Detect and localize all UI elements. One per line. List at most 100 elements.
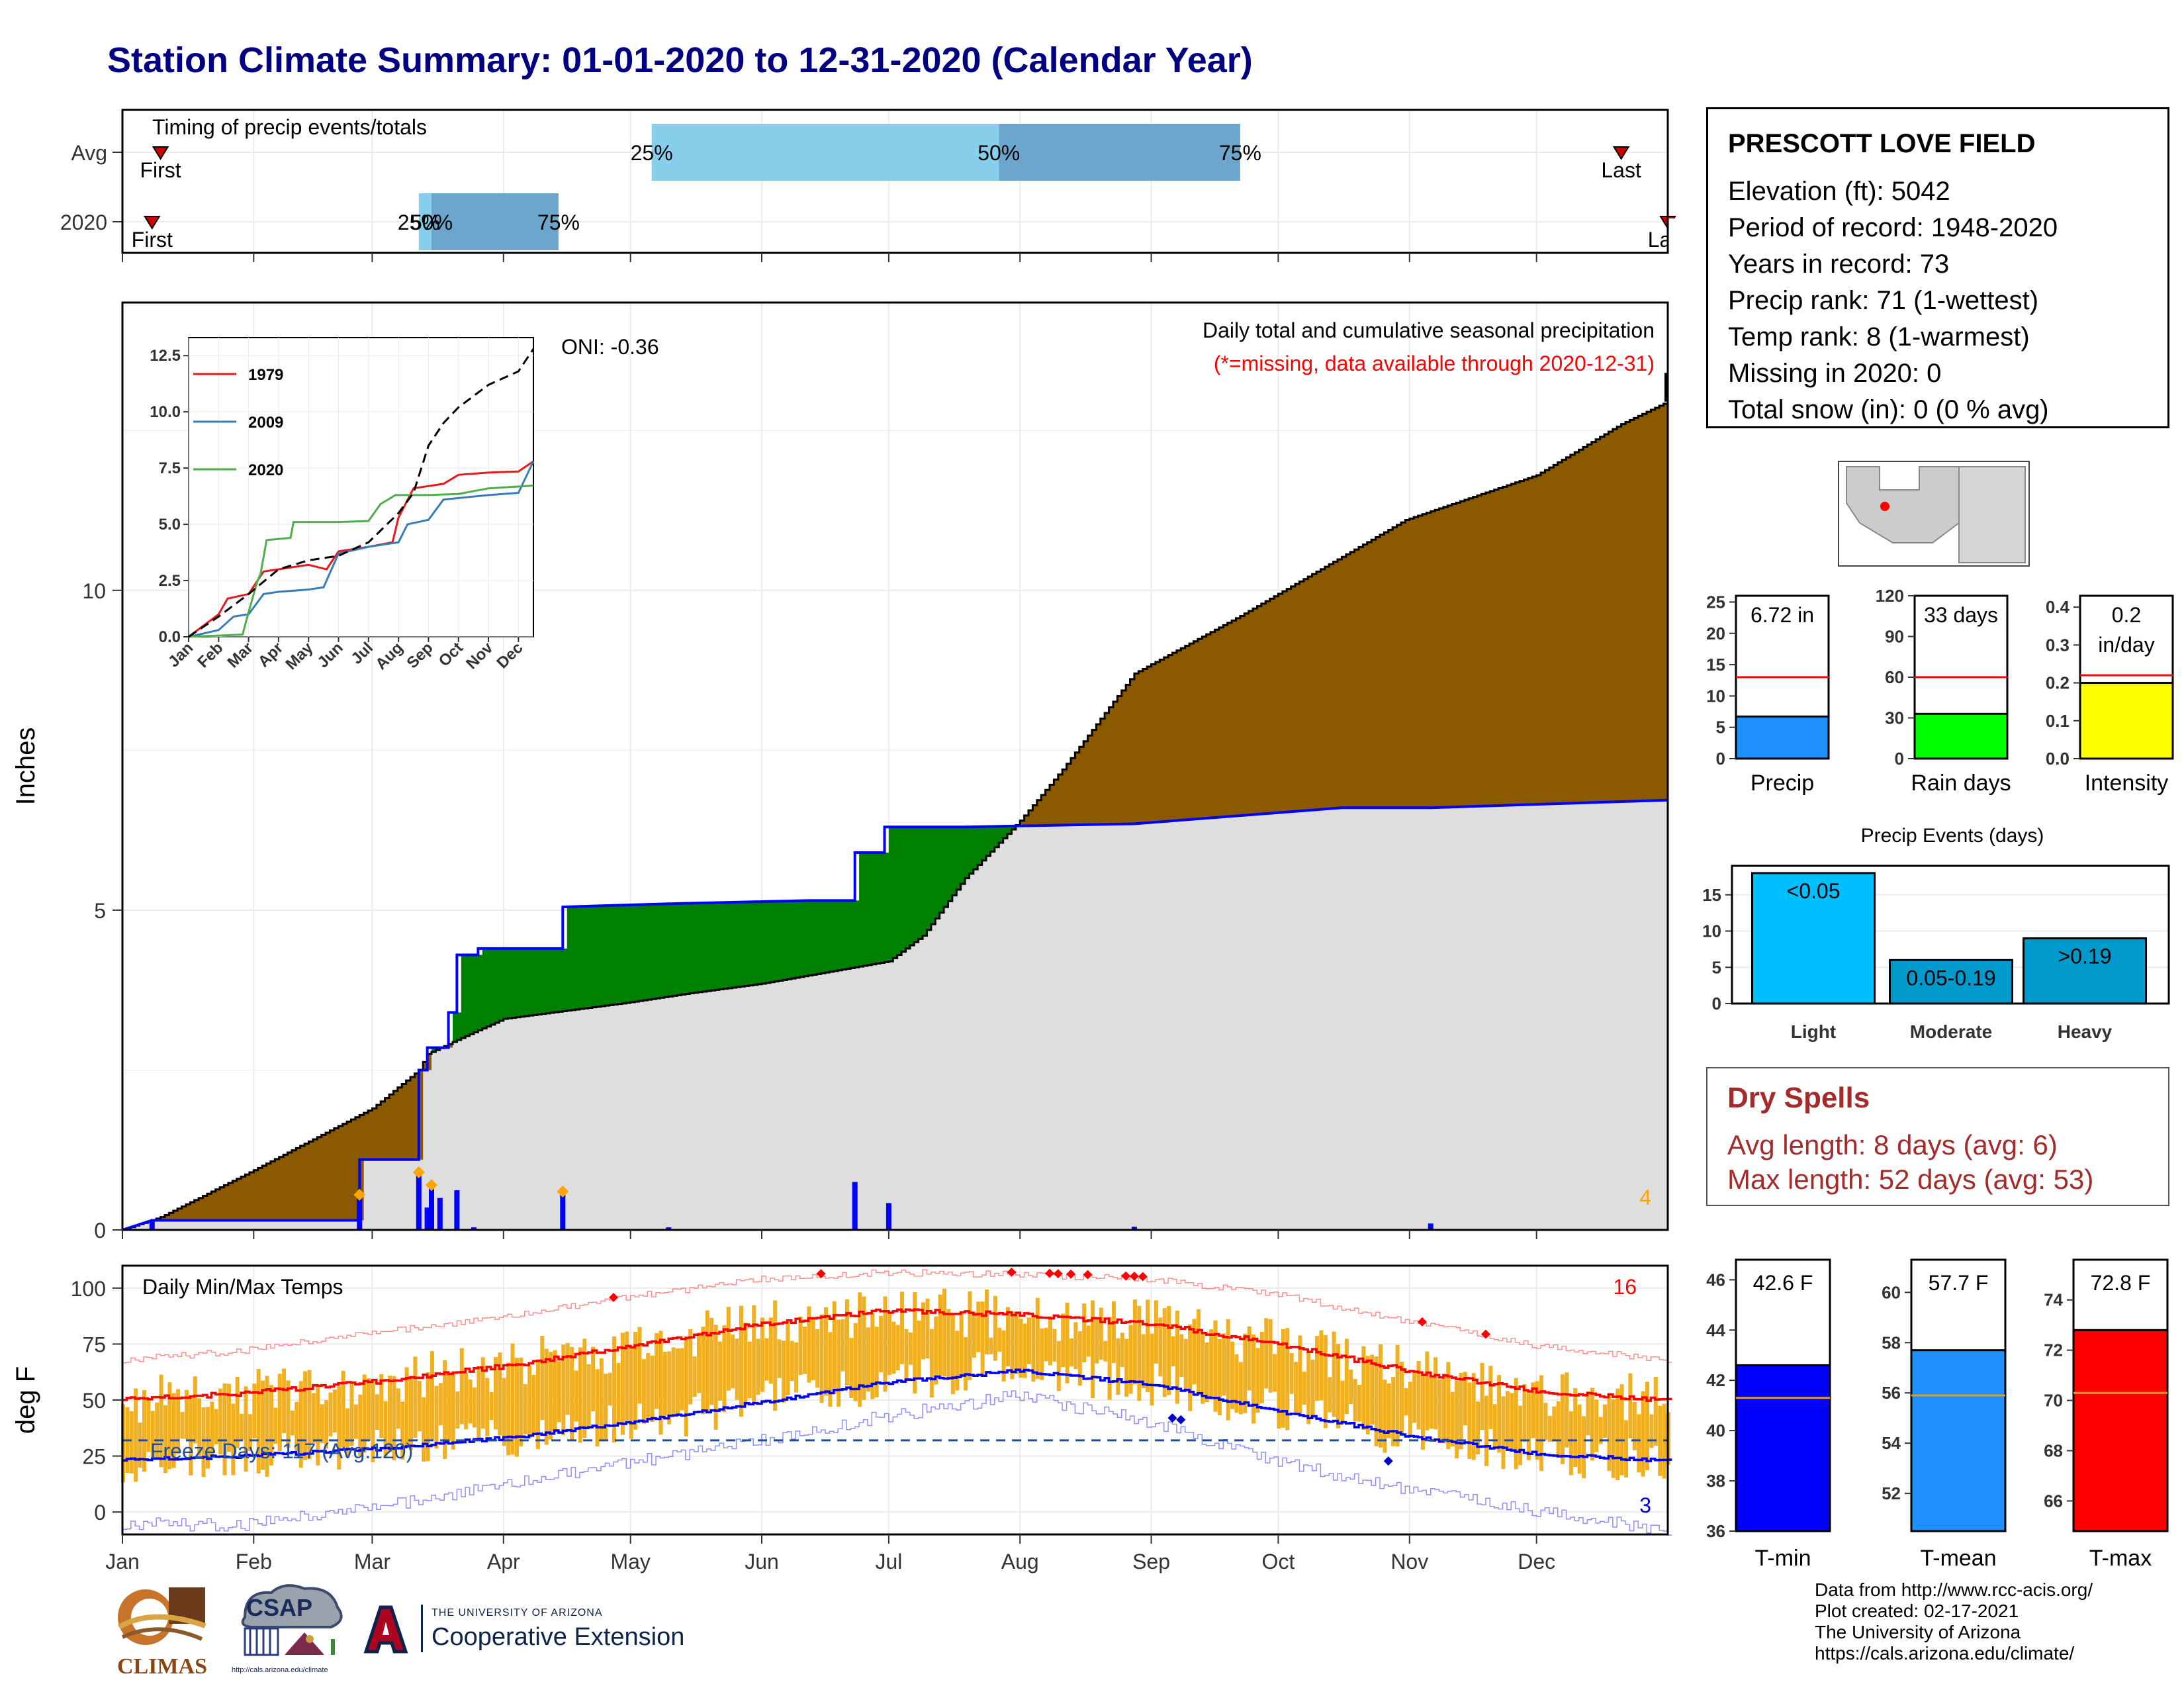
- inset-series-line: [188, 461, 535, 638]
- station-map: [1838, 461, 2030, 567]
- station-map-land-east: [1958, 466, 2026, 563]
- station-name: PRESCOTT LOVE FIELD: [1728, 129, 2036, 158]
- precip-events-border: [1731, 865, 2170, 1005]
- precip-daily-bar: [437, 1197, 443, 1230]
- precip-events-bar-label: 0.05-0.19: [1906, 966, 1995, 990]
- credit-source: Data from http://www.rcc-acis.org/: [1815, 1579, 2093, 1600]
- temp-daily-range-bars: [121, 1288, 1670, 1483]
- timing-last-label: Last: [1601, 158, 1641, 182]
- csap-logo-text: CSAP: [246, 1594, 313, 1621]
- inset-series-line: [188, 348, 535, 638]
- precip-daily-bar: [357, 1194, 363, 1230]
- precip-bars-precip-y-tick-label: 0: [1716, 749, 1725, 769]
- temp-bars-t-max-bar: [2072, 1329, 2169, 1532]
- timing-first-label: First: [140, 158, 181, 182]
- precip-observed-line: [122, 798, 1668, 1231]
- temp-x-tick-label: Feb: [236, 1550, 272, 1573]
- precip-oni-label: ONI: -0.36: [561, 335, 659, 359]
- temp-bars-t-mean-value-label: 57.7 F: [1929, 1271, 1989, 1295]
- timing-bar-q2: [432, 193, 559, 250]
- temp-y-tick-label: 75: [82, 1333, 106, 1356]
- precip-bars-precip-y-tick-label: 20: [1706, 624, 1725, 643]
- temp-bars-t-min-y-tick-label: 46: [1706, 1270, 1725, 1289]
- station-info-box: PRESCOTT LOVE FIELD Elevation (ft): 5042…: [1706, 107, 2169, 428]
- inset-legend-label: 2020: [248, 461, 283, 479]
- temp-record-min-line: [122, 1390, 1672, 1536]
- precip-bars-intensity-value-unit: in/day: [2098, 633, 2154, 657]
- temp-bars-t-max-y-tick-label: 72: [2044, 1340, 2063, 1360]
- precip-below-normal-area: [126, 403, 1668, 1229]
- precip-bars-intensity-y-tick-label: 0.1: [2046, 711, 2070, 731]
- precip-bars-intensity-value-label: 0.2: [2112, 603, 2141, 627]
- temp-bars-t-mean-bar: [1910, 1349, 2007, 1532]
- temp-record-high-marker: [1083, 1270, 1093, 1280]
- precip-events-x-label: Light: [1791, 1021, 1836, 1042]
- precip-daily-bar: [149, 1220, 155, 1230]
- station-map-marker: [1880, 502, 1889, 511]
- temp-bars-t-mean-axis-label: T-mean: [1920, 1546, 1996, 1571]
- precip-bars-precip-bar: [1735, 715, 1830, 760]
- precip-daily-bar: [1428, 1223, 1433, 1230]
- timing-q75-label: 75%: [537, 211, 580, 234]
- timing-q50-label: 50%: [410, 211, 453, 234]
- page-title: Station Climate Summary: 01-01-2020 to 1…: [107, 40, 1253, 80]
- temp-record-low-marker: [1176, 1415, 1186, 1425]
- precip-bars-rain-days-y-tick-label: 90: [1885, 627, 1904, 647]
- temp-record-low-marker: [1383, 1456, 1393, 1466]
- temp-bars-t-max-value-label: 72.8 F: [2091, 1271, 2151, 1295]
- precip-bars-rain-days-bar: [1913, 712, 2009, 760]
- temp-x-tick-label: Jun: [745, 1550, 779, 1573]
- inset-y-tick-label: 7.5: [159, 459, 181, 477]
- precip-annotation-missing: (*=missing, data available through 2020-…: [1214, 352, 1655, 375]
- temp-x-tick-label: Aug: [1001, 1550, 1039, 1573]
- temp-bars-t-min-bar: [1735, 1364, 1831, 1532]
- precip-events-bar-label: >0.19: [2058, 944, 2112, 968]
- inset-frame: [188, 337, 534, 637]
- precip-bars-rain-days-y-tick-label: 120: [1876, 586, 1904, 606]
- precip-daily-bar: [424, 1207, 430, 1230]
- precip-events-x-label: Moderate: [1910, 1021, 1992, 1042]
- station-temp-rank: Temp rank: 8 (1-warmest): [1728, 322, 2030, 352]
- credit-created: Plot created: 02-17-2021: [1815, 1601, 2019, 1621]
- inset-legend-label: 2009: [248, 414, 283, 432]
- temp-x-tick-label: Dec: [1518, 1550, 1555, 1573]
- timing-subtitle: Timing of precip events/totals: [152, 115, 427, 139]
- precip-snow-count: 4: [1639, 1186, 1651, 1209]
- ua-divider: [421, 1605, 423, 1652]
- timing-q25-label: 25%: [398, 211, 440, 234]
- temp-subtitle: Daily Min/Max Temps: [142, 1275, 343, 1299]
- precip-bars-intensity-y-tick-label: 0.2: [2046, 673, 2070, 693]
- temp-hot-count: 16: [1613, 1275, 1637, 1299]
- dry-spells-box: Dry Spells Avg length: 8 days (avg: 6) M…: [1706, 1067, 2169, 1206]
- inset-y-tick-label: 10.0: [150, 403, 181, 421]
- timing-row-label: Avg: [71, 141, 107, 165]
- temp-y-tick-label: 100: [71, 1277, 106, 1301]
- temp-x-tick-label: Oct: [1262, 1550, 1295, 1573]
- temp-record-max-line: [122, 1269, 1672, 1364]
- precip-snow-marker: [412, 1166, 425, 1179]
- timing-first-marker: [143, 216, 161, 230]
- temp-bars-t-mean-y-tick-label: 56: [1882, 1383, 1901, 1403]
- climas-logo-mark: [113, 1584, 212, 1650]
- precip-gray-area: [122, 800, 1668, 1230]
- precip-events-title: Precip Events (days): [1861, 825, 2044, 847]
- credit-university: The University of Arizona: [1815, 1622, 2021, 1642]
- temp-record-high-marker: [1417, 1317, 1427, 1327]
- station-period: Period of record: 1948-2020: [1728, 213, 2058, 242]
- timing-row-label: 2020: [60, 211, 107, 234]
- precip-bars-rain-days-y-tick-label: 30: [1885, 708, 1904, 728]
- ua-small-text: THE UNIVERSITY OF ARIZONA: [432, 1607, 603, 1618]
- precip-bars-intensity-axis-label: Intensity: [2085, 771, 2169, 796]
- csap-logo: CSAP http://cals.arizona.edu/climate: [232, 1581, 351, 1680]
- temp-bars-t-max-y-tick-label: 66: [2044, 1491, 2063, 1511]
- precip-bars-intensity-y-tick-label: 0.3: [2046, 635, 2070, 655]
- precip-events-bar: [1751, 872, 1876, 1005]
- station-missing: Missing in 2020: 0: [1728, 359, 1942, 388]
- temp-bars-t-max-y-tick-label: 74: [2044, 1290, 2063, 1310]
- precip-bars-precip-value-label: 6.72 in: [1751, 603, 1814, 627]
- precip-daily-bar: [429, 1185, 434, 1230]
- inset-y-tick-label: 12.5: [150, 347, 181, 365]
- station-years: Years in record: 73: [1728, 250, 1950, 279]
- precip-y-tick-label: 10: [82, 579, 106, 603]
- credits: Data from http://www.rcc-acis.org/ Plot …: [1815, 1579, 2093, 1664]
